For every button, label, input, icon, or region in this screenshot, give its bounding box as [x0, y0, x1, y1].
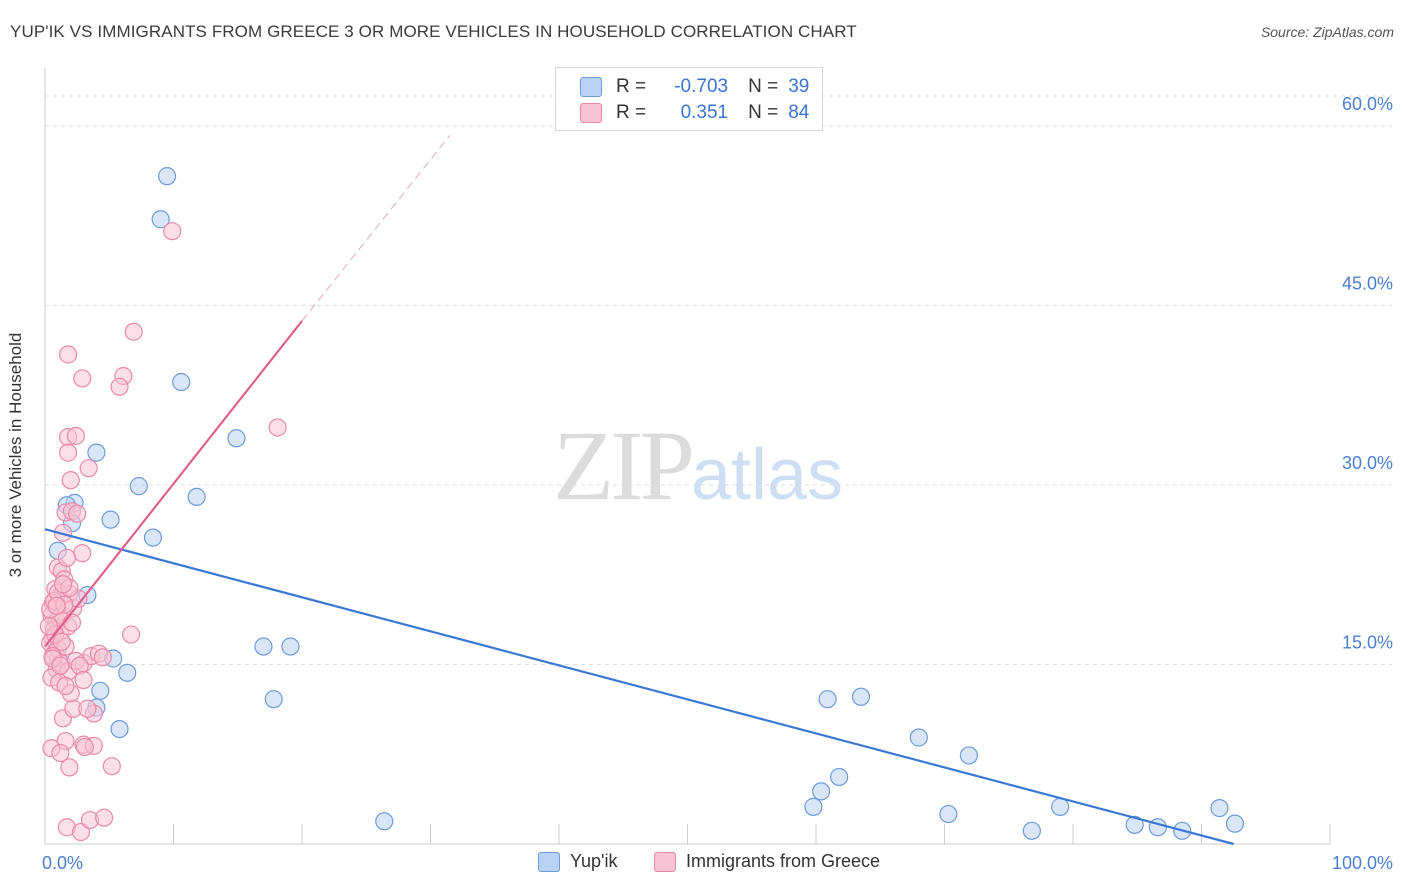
yupik-point	[264, 690, 283, 709]
y-tick-label: 45.0%	[1342, 273, 1393, 293]
trendlines	[44, 135, 1234, 846]
greece-point	[110, 377, 129, 396]
greece-point	[53, 575, 73, 594]
greece-point	[68, 504, 87, 523]
greece-point	[73, 544, 92, 563]
yupik-point	[129, 477, 148, 496]
yupik-point	[812, 782, 831, 801]
n-label: N =	[748, 76, 779, 97]
yupik-trendline	[44, 528, 1234, 846]
greece-point	[75, 737, 94, 757]
greece-point	[56, 676, 75, 696]
yupik-point	[87, 443, 106, 462]
legend-label-greece: Immigrants from Greece	[686, 851, 881, 871]
y-axis-label: 3 or more Vehicles in Household	[6, 332, 25, 578]
greece-point	[47, 596, 66, 615]
greece-point	[52, 632, 71, 651]
yupik-point	[1022, 821, 1041, 840]
yupik-point	[851, 687, 871, 706]
greece-point	[163, 222, 182, 241]
yupik-point	[254, 637, 273, 656]
greece-point	[66, 426, 85, 445]
watermark-atlas: atlas	[691, 435, 844, 515]
yupik-point	[959, 746, 979, 765]
yupik-point	[1125, 815, 1144, 834]
axes	[44, 68, 1331, 845]
y-tick-label: 30.0%	[1342, 453, 1393, 473]
greece-point	[51, 743, 70, 763]
r-value: 0.351	[680, 102, 729, 123]
legend-item-greece[interactable]: Immigrants from Greece	[654, 851, 880, 872]
r-value: -0.703	[674, 76, 729, 97]
greece-point	[62, 613, 82, 632]
n-value: 84	[788, 102, 810, 123]
yupik-point	[227, 429, 246, 448]
yupik-point	[1210, 798, 1229, 818]
y-tick-label: 15.0%	[1342, 632, 1393, 652]
greece-swatch	[580, 103, 602, 123]
yupik-point	[909, 728, 928, 747]
x-tick-label: 100.0%	[1332, 853, 1393, 873]
tick-labels: 15.0% 30.0% 45.0% 60.0% 0.0% 100.0%	[42, 94, 1393, 873]
y-tick-label: 60.0%	[1342, 94, 1393, 114]
greece-point	[121, 625, 141, 644]
greece-point	[102, 757, 121, 776]
gridlines	[45, 95, 1392, 665]
yupik-point	[818, 690, 837, 709]
x-tick-label: 0.0%	[42, 853, 83, 873]
yupik-point	[1225, 814, 1245, 833]
yupik-point	[830, 767, 849, 787]
greece-point	[79, 459, 98, 478]
bottom-legend: Yup'ik Immigrants from Greece	[0, 851, 1406, 877]
greece-point	[74, 670, 93, 690]
yupik-point	[281, 637, 300, 656]
legend-label-yupik: Yup'ik	[570, 851, 618, 871]
legend-item-yupik[interactable]: Yup'ik	[538, 851, 617, 872]
n-value: 39	[788, 76, 810, 97]
yupik-legend-swatch	[538, 851, 560, 872]
greece-point	[59, 443, 78, 462]
greece-point	[268, 418, 287, 437]
yupik-point	[157, 167, 177, 186]
greece-legend-swatch	[654, 851, 676, 872]
greece-point	[61, 471, 80, 490]
greece-point	[73, 369, 92, 388]
stats-legend: R = -0.703 N = 39 R = 0.351 N = 84	[555, 67, 823, 131]
yupik-point	[172, 372, 191, 392]
yupik-point	[804, 797, 823, 816]
greece-point	[124, 322, 143, 341]
greece-point	[57, 548, 76, 568]
watermark: ZIPatlas	[553, 408, 843, 523]
greece-point	[93, 648, 112, 667]
greece-point	[78, 699, 97, 718]
greece-point	[51, 656, 70, 675]
greece-trendline-extension	[301, 135, 451, 322]
yupik-point	[143, 528, 163, 547]
yupik-point	[101, 510, 120, 529]
greece-point	[60, 758, 79, 777]
yupik-point	[151, 210, 170, 229]
r-label: R =	[616, 76, 647, 97]
yupik-point	[118, 663, 137, 682]
chart-title: YUP'IK VS IMMIGRANTS FROM GREECE 3 OR MO…	[10, 22, 857, 41]
greece-trendline	[44, 320, 303, 648]
data-points	[39, 167, 1245, 842]
n-label: N =	[748, 102, 779, 123]
greece-point	[39, 617, 58, 636]
yupik-point	[91, 681, 110, 700]
stats-legend-row-greece: R = 0.351 N = 84	[580, 101, 809, 125]
stats-legend-row-yupik: R = -0.703 N = 39	[580, 75, 809, 99]
yupik-point	[1051, 797, 1070, 816]
r-label: R =	[616, 102, 647, 123]
yupik-point	[187, 487, 206, 507]
chart-source: Source: ZipAtlas.com	[1260, 24, 1394, 40]
yupik-point	[939, 804, 958, 824]
yupik-point	[110, 719, 129, 739]
watermark-zip: ZIP	[553, 410, 695, 521]
greece-point	[95, 808, 114, 827]
greece-point	[59, 345, 78, 364]
yupik-point	[375, 812, 394, 831]
yupik-swatch	[580, 77, 602, 97]
